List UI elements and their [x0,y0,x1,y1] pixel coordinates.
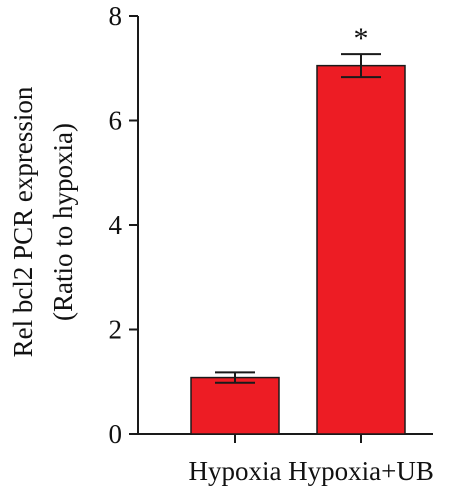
bar [316,64,406,435]
y-axis-label: Rel bcl2 PCR expression (Ratio to hypoxi… [8,86,78,357]
y-axis-label-line-1: Rel bcl2 PCR expression [8,86,38,357]
y-tick-label: 2 [109,315,123,345]
y-tick-label: 0 [109,419,123,449]
y-tick-label: 4 [109,210,123,240]
x-tick-label: Hypoxia+UB [288,456,434,486]
x-tick-labels: Hypoxia Hypoxia+UB [189,434,434,486]
bars: * [190,22,406,435]
y-axis-label-line-2: (Ratio to hypoxia) [48,123,78,321]
y-tick-label: 8 [109,1,123,31]
y-ticks: 0 2 4 6 8 [109,1,138,449]
bar [190,376,280,435]
x-tick-label: Hypoxia [189,456,282,486]
significance-marker: * [354,22,369,55]
y-tick-label: 6 [109,106,123,136]
